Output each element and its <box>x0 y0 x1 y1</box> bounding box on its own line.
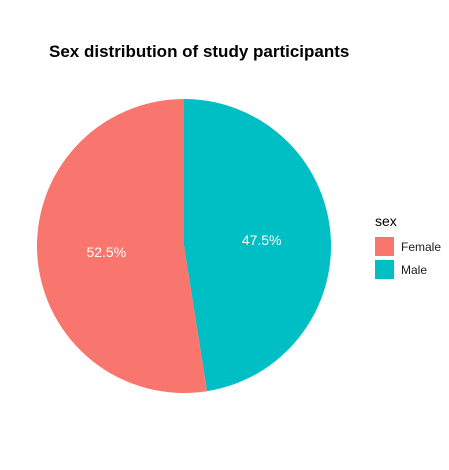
legend-label-female: Female <box>401 239 442 254</box>
slice-label-male: 47.5% <box>242 232 282 248</box>
pie-slice-male <box>184 99 331 392</box>
chart-title: Sex distribution of study participants <box>49 42 350 61</box>
legend-item-female: Female <box>375 235 441 258</box>
pie-slice-female <box>36 99 207 393</box>
legend-title: sex <box>375 213 397 229</box>
slice-label-female: 52.5% <box>86 244 126 260</box>
legend-key-female <box>375 237 394 256</box>
legend: sex Female Male <box>375 213 441 281</box>
legend-key-male <box>375 260 394 279</box>
legend-item-male: Male <box>375 258 441 281</box>
legend-label-male: Male <box>401 262 428 277</box>
